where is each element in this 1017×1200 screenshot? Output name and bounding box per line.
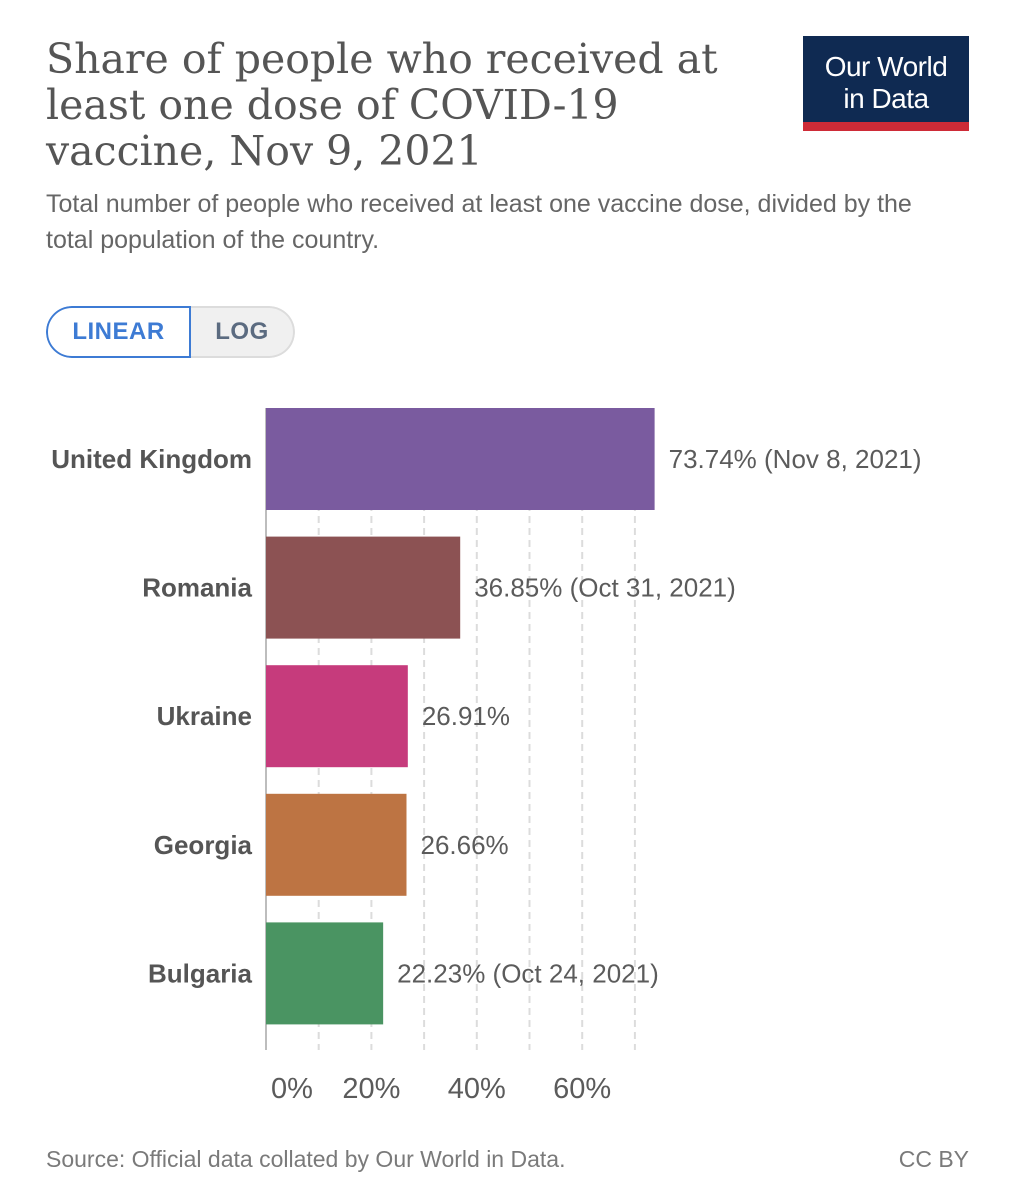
bar bbox=[266, 793, 407, 896]
value-label: 36.85% (Oct 31, 2021) bbox=[474, 573, 736, 603]
bar bbox=[266, 922, 384, 1025]
x-tick-label: 20% bbox=[342, 1073, 400, 1105]
category-label: Ukraine bbox=[157, 701, 252, 731]
license-link[interactable]: CC BY bbox=[898, 1146, 969, 1172]
bar bbox=[266, 665, 408, 768]
x-tick-label: 0% bbox=[271, 1073, 313, 1105]
value-label: 73.74% (Nov 8, 2021) bbox=[669, 444, 922, 474]
category-label: Romania bbox=[142, 573, 252, 603]
log-scale-button[interactable]: LOG bbox=[191, 306, 295, 358]
chart-subtitle: Total number of people who received at l… bbox=[46, 190, 912, 254]
source-note: Source: Official data collated by Our Wo… bbox=[46, 1146, 566, 1172]
bar bbox=[266, 408, 655, 510]
bar bbox=[266, 536, 461, 639]
logo-line-2: in Data bbox=[843, 83, 929, 114]
bar-chart: United Kingdom 73.74% (Nov 8, 2021) Romani… bbox=[51, 408, 922, 1105]
category-label: United Kingdom bbox=[51, 444, 252, 474]
chart-title: Share of people who received at least on… bbox=[46, 35, 718, 175]
value-label: 26.66% bbox=[420, 830, 508, 860]
x-tick-label: 40% bbox=[448, 1073, 506, 1105]
value-label: 22.23% (Oct 24, 2021) bbox=[397, 958, 659, 988]
category-label: Georgia bbox=[154, 830, 253, 860]
scale-toggle: LINEAR LOG bbox=[46, 306, 295, 358]
category-label: Bulgaria bbox=[148, 958, 253, 988]
logo-line-1: Our World bbox=[824, 51, 948, 82]
linear-scale-button[interactable]: LINEAR bbox=[46, 306, 191, 358]
owid-logo[interactable]: Our World in Data bbox=[803, 36, 969, 131]
x-tick-label: 60% bbox=[553, 1073, 611, 1105]
value-label: 26.91% bbox=[422, 701, 510, 731]
